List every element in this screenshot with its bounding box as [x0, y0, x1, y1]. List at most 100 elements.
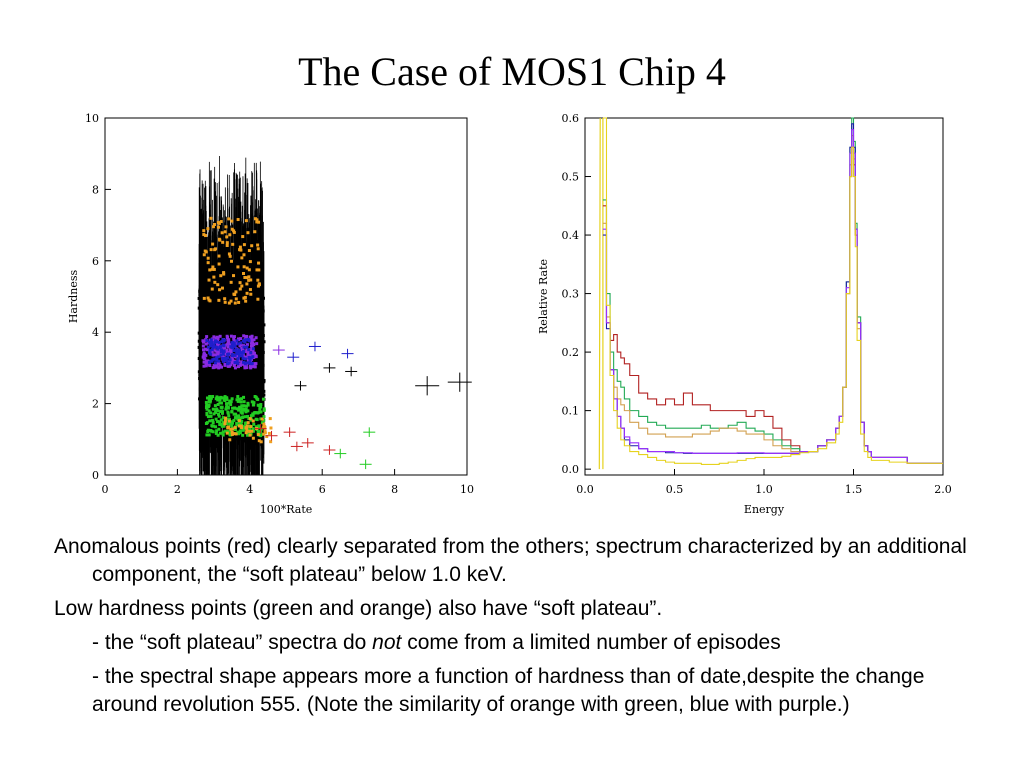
scatter-point — [203, 357, 207, 361]
scatter-point — [230, 410, 234, 414]
scatter-point — [235, 407, 239, 411]
spectrum-y-tick-label: 0.6 — [562, 112, 580, 125]
scatter-point — [250, 334, 254, 338]
scatter-point — [228, 313, 232, 317]
scatter-point — [246, 403, 250, 407]
scatter-point — [217, 298, 221, 302]
scatter-point — [246, 409, 250, 413]
scatter-point — [262, 415, 266, 419]
scatter-point — [218, 420, 222, 424]
scatter-point — [218, 431, 222, 435]
scatter-point — [255, 368, 259, 372]
scatter-point — [242, 243, 246, 247]
scatter-point — [239, 337, 243, 341]
scatter-point — [228, 399, 232, 403]
scatter-point — [254, 417, 258, 421]
relative-rate-energy-spectrum-chart: 0.0 0.5 1.0 1.5 2.0 0.0 0.1 0.2 0.3 0.4 0.5 0.6 Ener… — [537, 112, 952, 516]
spectrum-series-line — [602, 123, 943, 464]
scatter-point — [235, 350, 239, 354]
scatter-point — [201, 355, 205, 359]
scatter-point — [209, 414, 213, 418]
scatter-point — [242, 425, 246, 429]
scatter-point — [207, 397, 211, 401]
scatter-point — [245, 348, 249, 352]
scatter-point — [223, 429, 227, 433]
scatter-point — [220, 231, 224, 235]
scatter-point — [228, 348, 232, 352]
scatter-point — [261, 392, 265, 396]
scatter-point — [218, 409, 222, 413]
spectrum-x-tick-label: 0.5 — [666, 483, 684, 496]
scatter-point — [230, 397, 234, 401]
scatter-point — [205, 396, 209, 400]
scatter-point — [238, 248, 242, 252]
scatter-point — [211, 395, 215, 399]
scatter-point — [219, 401, 223, 405]
scatter-point — [217, 340, 221, 344]
scatter-point — [208, 349, 212, 353]
scatter-point — [240, 404, 244, 408]
scatter-point — [233, 353, 237, 357]
scatter-point — [242, 265, 246, 269]
spectrum-y-axis-label: Relative Rate — [537, 259, 550, 334]
scatter-point — [247, 350, 251, 354]
scatter-point — [220, 411, 224, 415]
scatter-point — [225, 431, 229, 435]
scatter-point — [231, 340, 235, 344]
scatter-point — [221, 346, 225, 350]
scatter-point — [265, 435, 269, 439]
scatter-point — [237, 397, 241, 401]
scatter-point — [214, 349, 218, 353]
scatter-point — [233, 301, 237, 305]
scatter-point — [241, 415, 245, 419]
scatter-point — [258, 292, 262, 296]
scatter-point — [205, 331, 209, 335]
scatter-point — [227, 301, 231, 305]
scatter-point — [262, 418, 266, 422]
scatter-point — [257, 404, 261, 408]
scatter-point — [203, 399, 207, 403]
scatter-point — [226, 340, 230, 344]
scatter-point — [223, 230, 227, 234]
scatter-point — [233, 361, 237, 365]
scatter-point — [232, 229, 236, 233]
scatter-point — [214, 336, 218, 340]
scatter-point — [225, 295, 229, 299]
spectrum-y-tick-label: 0.1 — [562, 405, 580, 418]
scatter-point — [230, 430, 234, 434]
scatter-point — [256, 278, 260, 282]
scatter-point — [219, 360, 223, 364]
scatter-point — [210, 424, 214, 428]
scatter-point — [223, 308, 227, 312]
scatter-point — [230, 227, 234, 231]
scatter-point — [247, 249, 251, 253]
scatter-point — [252, 351, 256, 355]
scatter-point — [251, 436, 255, 440]
scatter-point — [218, 238, 222, 242]
scatter-point — [211, 225, 215, 229]
scatter-point — [211, 319, 215, 323]
scatter-point — [209, 396, 213, 400]
scatter-point — [239, 424, 243, 428]
scatter-y-tick-label: 4 — [92, 326, 99, 339]
scatter-point — [204, 250, 208, 254]
scatter-point — [235, 398, 239, 402]
scatter-point — [216, 409, 220, 413]
scatter-point — [249, 425, 253, 429]
scatter-point — [215, 395, 219, 399]
scatter-point — [234, 432, 238, 436]
scatter-point — [212, 343, 216, 347]
scatter-point — [244, 361, 248, 365]
spectrum-y-tick-label: 0.3 — [562, 288, 580, 301]
scatter-point — [245, 309, 249, 313]
scatter-point — [232, 418, 236, 422]
scatter-point — [241, 351, 245, 355]
scatter-point — [214, 339, 218, 343]
scatter-point — [224, 416, 228, 420]
scatter-point — [226, 364, 230, 368]
scatter-point — [217, 361, 221, 365]
scatter-point — [211, 430, 215, 434]
scatter-point — [219, 365, 223, 369]
scatter-point — [262, 389, 266, 393]
scatter-point — [254, 303, 258, 307]
